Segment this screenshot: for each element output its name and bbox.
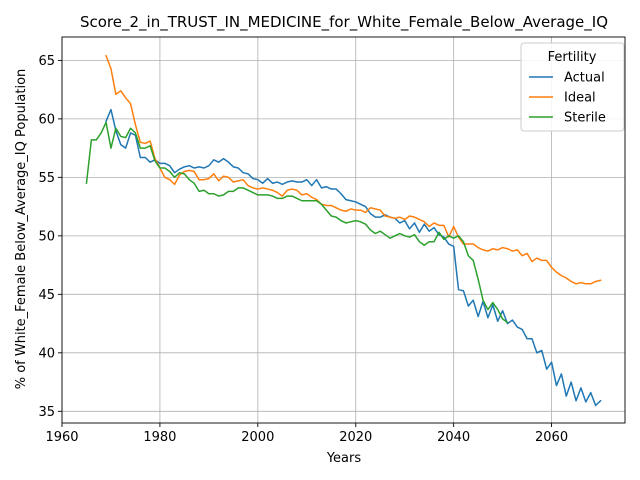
x-tick-label: 1980 (143, 430, 176, 445)
series-lines (85, 54, 602, 407)
y-tick-label: 60 (38, 112, 55, 127)
series-line-actual (105, 108, 602, 407)
y-tick-label: 50 (38, 229, 55, 244)
y-axis-label: % of White_Female Below_Average_IQ Popul… (14, 69, 29, 390)
legend-label-ideal: Ideal (564, 91, 596, 106)
chart-title: Score_2_in_TRUST_IN_MEDICINE_for_White_F… (80, 13, 608, 32)
x-tick-label: 2060 (535, 430, 568, 445)
grid (61, 37, 625, 423)
series-line-sterile (85, 121, 509, 324)
legend-items: Actual Ideal Sterile (529, 71, 606, 126)
y-tick-label: 40 (38, 346, 55, 361)
y-tick-label: 65 (38, 54, 55, 69)
axis-ticks: 1960 1980 2000 2020 2040 2060 35 40 45 50 55 60 65 (38, 54, 568, 445)
series-line-ideal (105, 54, 602, 285)
x-tick-label: 2040 (437, 430, 470, 445)
y-tick-label: 45 (38, 288, 55, 303)
y-tick-label: 35 (38, 405, 55, 420)
x-tick-label: 2020 (339, 430, 372, 445)
x-tick-label: 1960 (45, 430, 78, 445)
legend-box (520, 42, 625, 132)
x-axis-label: Years (326, 451, 362, 466)
legend-label-actual: Actual (564, 71, 605, 86)
plot-area-frame (61, 36, 626, 424)
legend-label-sterile: Sterile (564, 111, 606, 126)
x-tick-label: 2000 (241, 430, 274, 445)
legend: Fertility Actual Ideal Sterile (520, 42, 625, 132)
legend-title: Fertility (548, 50, 597, 65)
y-tick-label: 55 (38, 171, 55, 186)
